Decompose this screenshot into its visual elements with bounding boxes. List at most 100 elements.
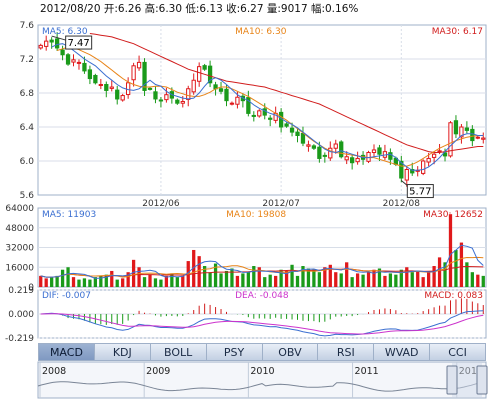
tab-rsi[interactable]: RSI <box>318 344 375 360</box>
price-low-annotation-box <box>406 184 434 199</box>
candle-body <box>459 126 464 138</box>
volume-bar <box>372 269 376 287</box>
tab-kdj[interactable]: KDJ <box>94 344 151 360</box>
volume-bar <box>39 275 43 287</box>
candle-body <box>131 65 136 81</box>
volume-legend-ma5: MA5: 11903 <box>42 210 96 220</box>
navigator-history-line <box>37 381 487 392</box>
price-xtick-label: 2012/06 <box>142 199 180 209</box>
volume-bar <box>175 277 179 287</box>
volume-bar <box>399 269 403 287</box>
candle-body <box>453 120 459 135</box>
volume-bar <box>153 278 158 287</box>
candle-body <box>300 132 306 144</box>
volume-bar <box>235 275 240 287</box>
volume-bar <box>361 274 365 287</box>
volume-bar <box>131 259 136 287</box>
volume-bar <box>312 269 316 287</box>
price-low-annotation: 5.77 <box>409 187 431 198</box>
navigator-left-handle[interactable] <box>446 365 458 395</box>
volume-bar <box>426 272 431 287</box>
tab-boll[interactable]: BOLL <box>150 344 207 360</box>
tab-cci[interactable]: CCI <box>430 344 485 360</box>
volume-bar <box>71 277 76 287</box>
candle-body <box>207 65 213 84</box>
volume-legend-ma30: MA30: 12652 <box>423 210 483 220</box>
volume-bar <box>110 270 114 287</box>
price-legend-ma30: MA30: 6.17 <box>432 27 483 37</box>
candle-body <box>65 54 71 65</box>
volume-bar <box>230 268 234 287</box>
candle-body <box>104 84 109 91</box>
candle-body <box>470 128 475 142</box>
volume-bar <box>50 277 54 287</box>
price-legend-ma5: MA5: 6.30 <box>42 27 88 37</box>
tab-psy[interactable]: PSY <box>206 344 263 360</box>
candle-body <box>120 95 125 101</box>
candle-body <box>388 152 393 160</box>
tab-obv[interactable]: OBV <box>262 344 319 360</box>
navigator-right-handle[interactable] <box>476 365 488 395</box>
tab-wvad[interactable]: WVAD <box>374 344 431 360</box>
volume-bar <box>241 273 245 287</box>
candle-body <box>289 127 295 133</box>
candle-body <box>93 74 98 84</box>
macd-legend-dea: DEA: -0.048 <box>235 291 289 301</box>
candle-body <box>229 102 235 105</box>
candle-body <box>71 59 76 63</box>
volume-bar <box>459 242 464 287</box>
volume-bar <box>121 278 125 287</box>
volume-bar <box>339 273 343 287</box>
volume-bar <box>383 275 387 287</box>
volume-bar <box>44 278 48 287</box>
volume-bar <box>388 273 393 287</box>
volume-bar <box>448 214 453 287</box>
price-ytick-label: 5.6 <box>20 191 35 201</box>
candle-body <box>284 123 289 127</box>
volume-bar <box>355 273 360 287</box>
macd-ytick-label: -0.219 <box>5 334 34 344</box>
candle-body <box>344 156 349 161</box>
volume-bar <box>268 274 272 287</box>
candle-body <box>180 101 185 104</box>
candle-body <box>442 152 448 157</box>
volume-bar <box>192 249 196 287</box>
candle-body <box>377 147 382 155</box>
price-high-annotation: 7.47 <box>68 38 90 49</box>
navigator-year-label: 2009 <box>146 366 170 377</box>
indicator-tab-bar: MACD KDJ BOLL PSY OBV RSI WVAD CCI <box>38 343 486 361</box>
volume-bar <box>421 277 425 287</box>
macd-ytick-label: 0.219 <box>8 286 34 296</box>
candle-body <box>98 84 103 86</box>
tab-macd[interactable]: MACD <box>39 344 95 360</box>
volume-bar <box>410 272 414 287</box>
volume-bar <box>476 274 480 287</box>
candle-body <box>481 137 486 140</box>
volume-bar <box>159 279 163 287</box>
volume-bar <box>416 270 420 287</box>
candle-body <box>355 157 360 163</box>
price-ytick-label: 6.0 <box>20 157 35 167</box>
candle-body <box>142 61 147 91</box>
volume-ytick-label: 48000 <box>5 224 34 234</box>
volume-bar <box>317 272 322 287</box>
volume-bar <box>142 277 147 287</box>
ma10-line <box>56 46 484 167</box>
price-low-pointer <box>400 180 408 186</box>
volume-bar <box>137 267 141 287</box>
candle-body <box>115 89 120 100</box>
volume-bar <box>394 274 398 287</box>
ma30-line <box>89 33 484 153</box>
volume-legend-ma10: MA10: 19808 <box>226 210 286 220</box>
candle-body <box>218 88 224 92</box>
candle-body <box>317 146 322 159</box>
candle-body <box>76 61 82 64</box>
candle-body <box>371 149 377 153</box>
volume-bar <box>284 270 289 287</box>
volume-bar <box>93 277 98 287</box>
candle-body <box>404 169 409 181</box>
candle-body <box>295 131 300 137</box>
volume-bar <box>208 272 212 287</box>
